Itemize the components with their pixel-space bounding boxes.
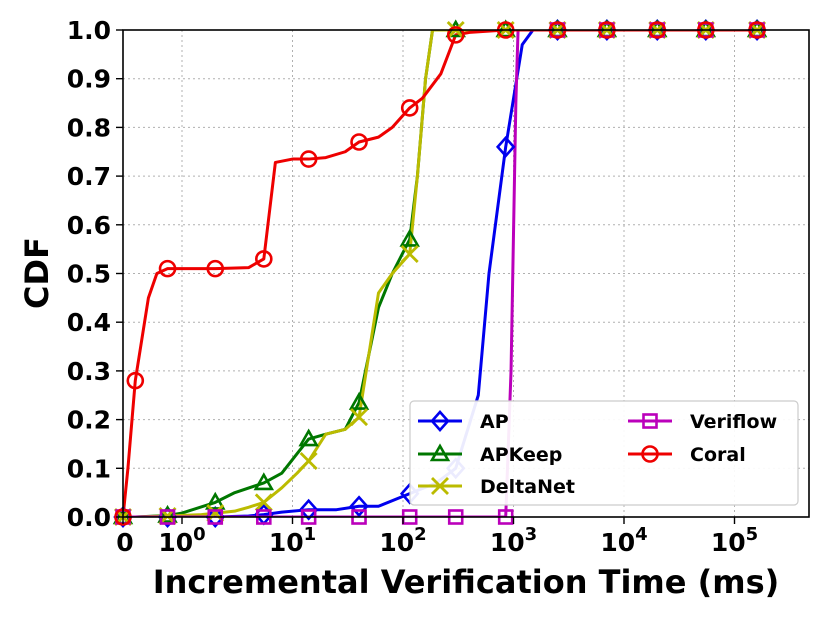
data-point-apkeep	[348, 391, 370, 410]
data-point-deltanet	[350, 408, 369, 427]
data-point-coral	[400, 99, 419, 117]
y-tick-label: 0.2	[67, 406, 111, 435]
data-point-coral	[255, 250, 273, 268]
legend-marker-apkeep	[429, 443, 451, 462]
legend-marker-coral	[641, 445, 659, 463]
legend-label: APKeep	[480, 444, 562, 466]
x-tick-label: 0	[116, 528, 133, 557]
data-point-apkeep	[205, 491, 226, 510]
data-point-coral	[299, 150, 318, 168]
data-point-apkeep	[495, 19, 516, 38]
legend-item-deltanet: DeltaNet	[418, 476, 575, 498]
x-tick-label: 105	[711, 524, 758, 557]
data-point-ap	[495, 135, 516, 158]
x-tick-label: 100	[158, 524, 205, 557]
legend: AP APKeep DeltaNet Veriflow Coral	[409, 400, 799, 506]
legend-label: Coral	[690, 444, 746, 466]
series-line-coral	[123, 30, 758, 517]
legend-item-ap: AP	[418, 410, 509, 433]
x-axis: 0 100 101 102 103 104 105	[116, 517, 758, 557]
legend-label: DeltaNet	[480, 476, 575, 498]
data-point-coral	[446, 26, 465, 44]
data-point-apkeep	[157, 504, 178, 523]
y-tick-label: 0.6	[67, 211, 111, 240]
data-point-coral	[126, 371, 145, 390]
x-tick-label: 104	[600, 524, 647, 557]
y-tick-label: 0.9	[67, 65, 111, 94]
y-tick-label: 0.5	[67, 260, 111, 289]
y-axis-title: CDF	[18, 237, 56, 309]
y-tick-label: 0.4	[67, 308, 111, 337]
data-point-deltanet	[400, 245, 419, 264]
legend-item-coral: Coral	[628, 444, 746, 466]
y-tick-label: 0.1	[67, 454, 111, 483]
data-point-apkeep	[298, 428, 319, 447]
y-tick-label: 0.7	[67, 162, 111, 191]
y-tick-label: 0.8	[67, 113, 111, 142]
x-tick-label: 102	[379, 524, 426, 557]
data-point-deltanet	[299, 452, 318, 470]
data-point-apkeep	[399, 228, 420, 247]
x-tick-label: 103	[490, 524, 537, 557]
legend-item-apkeep: APKeep	[418, 443, 562, 466]
y-tick-label: 0.0	[67, 503, 111, 532]
x-axis-title: Incremental Verification Time (ms)	[153, 563, 780, 601]
legend-label: AP	[480, 411, 509, 433]
data-point-coral	[350, 133, 368, 151]
data-point-deltanet	[254, 493, 273, 512]
data-point-ap	[349, 495, 369, 518]
x-tick-label: 101	[269, 524, 316, 557]
data-point-coral	[158, 259, 177, 278]
legend-item-veriflow: Veriflow	[628, 411, 777, 433]
legend-marker-ap	[430, 410, 450, 432]
y-tick-label: 1.0	[67, 16, 111, 45]
y-axis: 0.0 0.1 0.2 0.3 0.4 0.5 0.6 0.7 0.8 0.9 1.0	[67, 16, 123, 532]
legend-marker-veriflow	[642, 413, 658, 429]
legend-label: Veriflow	[690, 411, 777, 433]
y-tick-label: 0.3	[67, 357, 111, 386]
legend-box	[409, 400, 799, 506]
legend-marker-deltanet	[431, 477, 449, 495]
data-point-apkeep	[253, 472, 275, 491]
data-point-ap	[298, 498, 319, 521]
data-point-coral	[206, 259, 225, 278]
